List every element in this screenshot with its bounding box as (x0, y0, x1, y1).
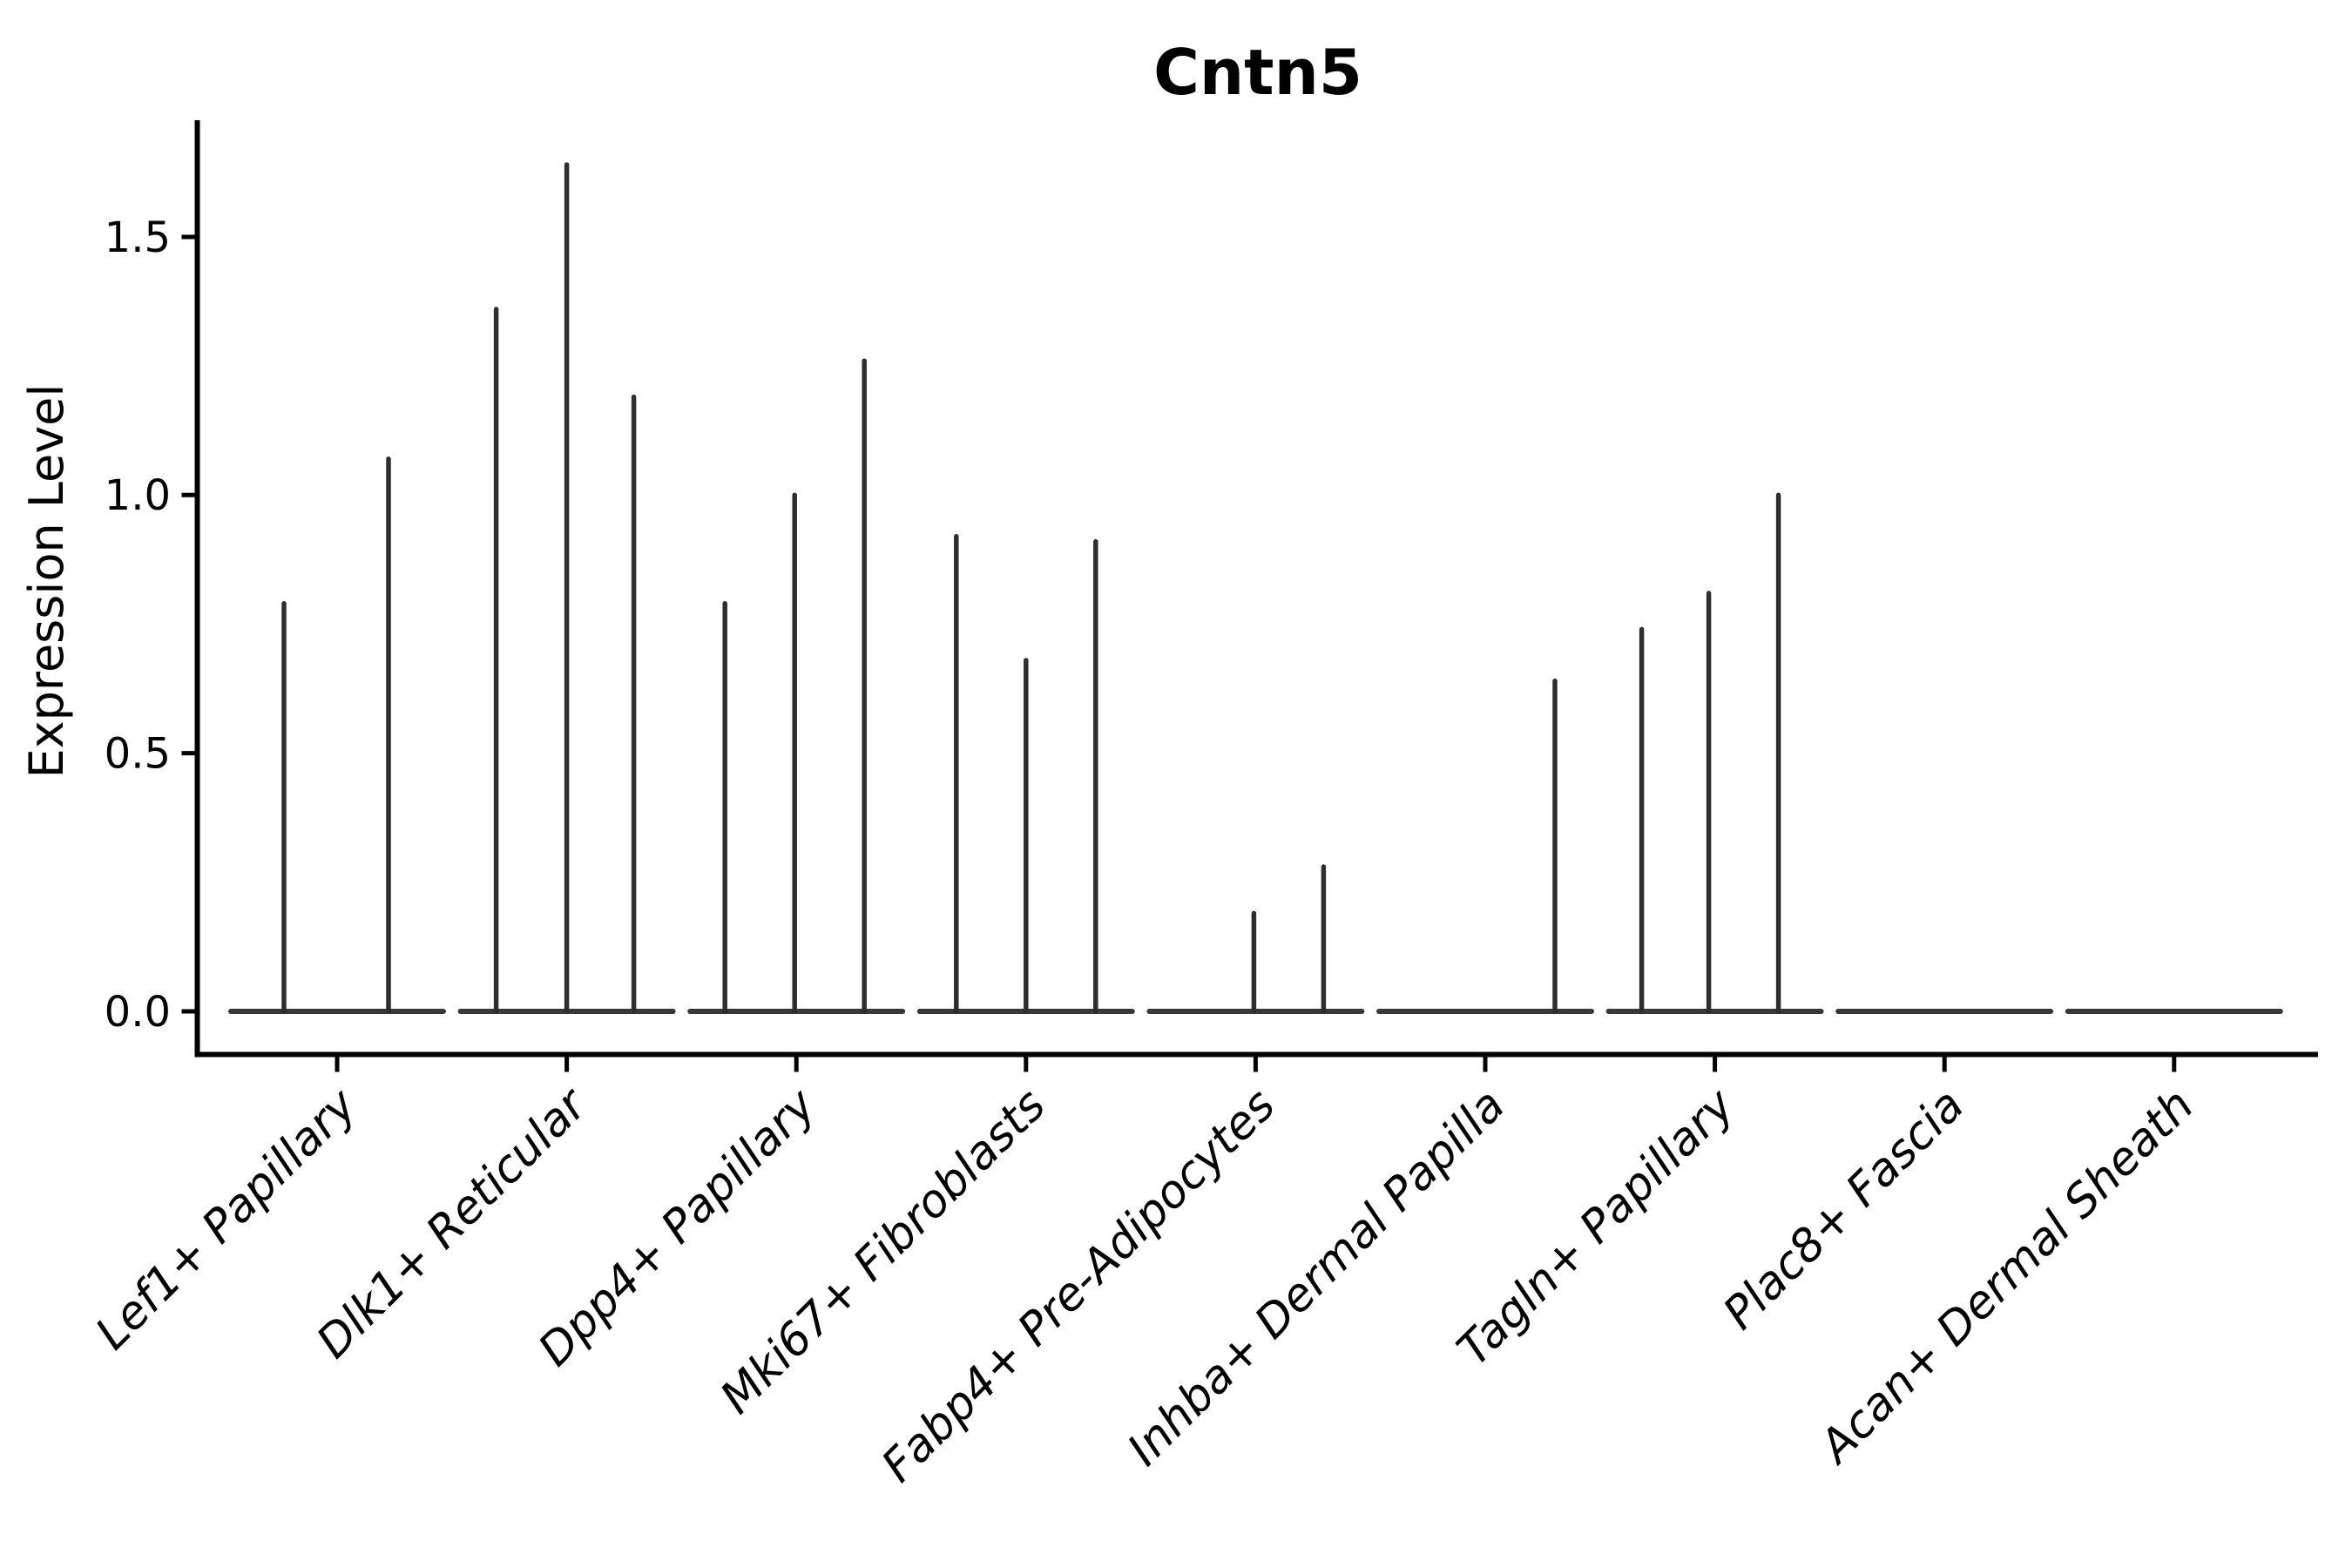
y-tick-label: 1.0 (105, 471, 171, 520)
y-axis-label: Expression Level (19, 384, 74, 779)
x-axis-tick-label: Acan+ Dermal Sheath (1808, 1079, 2204, 1475)
y-tick-label: 1.5 (105, 213, 171, 262)
x-axis-tick-label: Inhba+ Dermal Papilla (1118, 1079, 1515, 1477)
y-axis-ticks: 0.0 0.5 1.0 1.5 (105, 213, 197, 1037)
violins (228, 162, 2283, 1014)
x-axis-ticks (335, 1056, 2177, 1072)
y-tick-label: 0.0 (105, 988, 171, 1037)
chart-title: Cntn5 (1153, 36, 1362, 109)
x-axis-tick-label: Plac8+ Fascia (1713, 1079, 1974, 1340)
axes (194, 120, 2318, 1058)
x-axis-tick-label: Fabp4+ Pre-Adipocytes (872, 1079, 1286, 1493)
y-tick-label: 0.5 (105, 729, 171, 778)
